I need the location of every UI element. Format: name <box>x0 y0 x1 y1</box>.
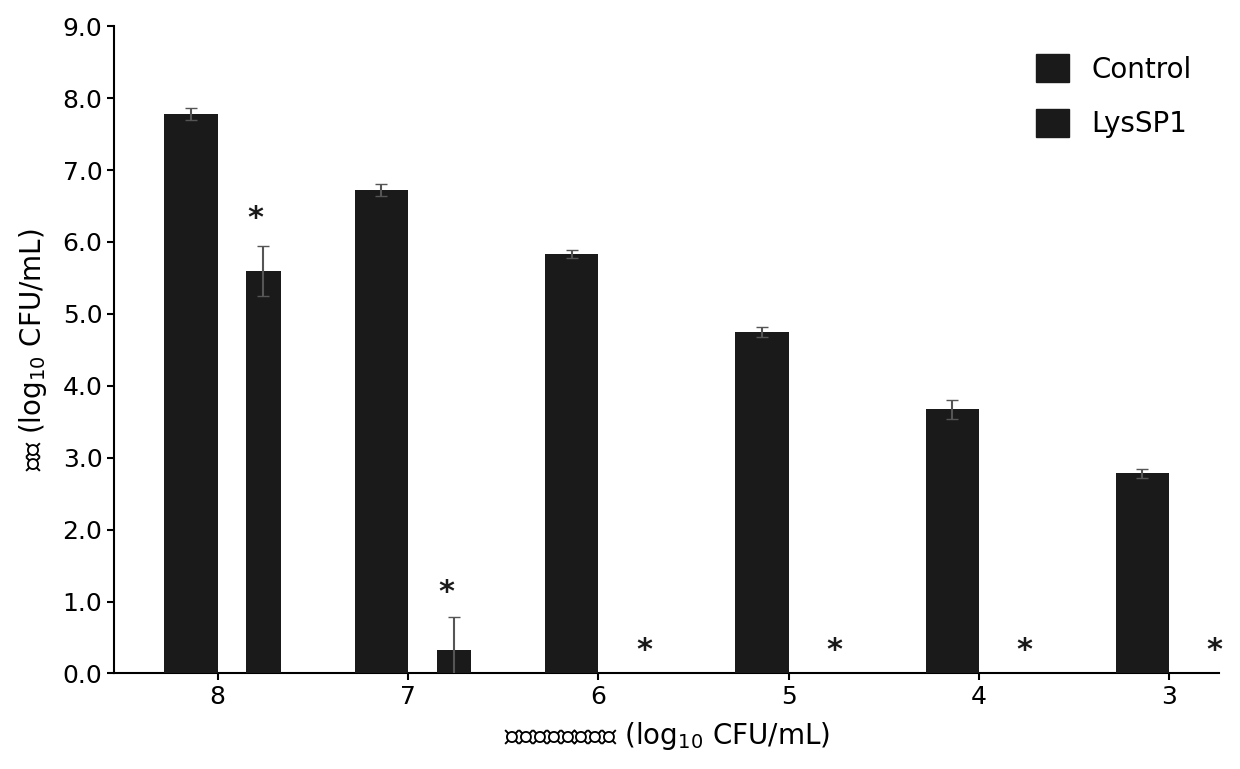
Bar <box>355 190 408 674</box>
Text: *: * <box>248 204 264 232</box>
Bar <box>1116 474 1169 674</box>
X-axis label: 沙门氏菌初始浓度 (log$_{10}$ CFU/mL): 沙门氏菌初始浓度 (log$_{10}$ CFU/mL) <box>503 721 830 752</box>
Bar <box>546 254 598 674</box>
Legend: Control, LysSP1: Control, LysSP1 <box>1022 40 1205 152</box>
Bar <box>925 409 978 674</box>
Bar <box>247 271 280 674</box>
Text: *: * <box>1207 636 1223 664</box>
Text: *: * <box>438 578 454 607</box>
Text: *: * <box>1017 636 1033 664</box>
Bar <box>165 114 218 674</box>
Bar <box>735 331 789 674</box>
Bar <box>436 650 471 674</box>
Y-axis label: 菌数 (log$_{10}$ CFU/mL): 菌数 (log$_{10}$ CFU/mL) <box>16 228 48 471</box>
Text: *: * <box>636 636 652 664</box>
Text: *: * <box>826 636 842 664</box>
